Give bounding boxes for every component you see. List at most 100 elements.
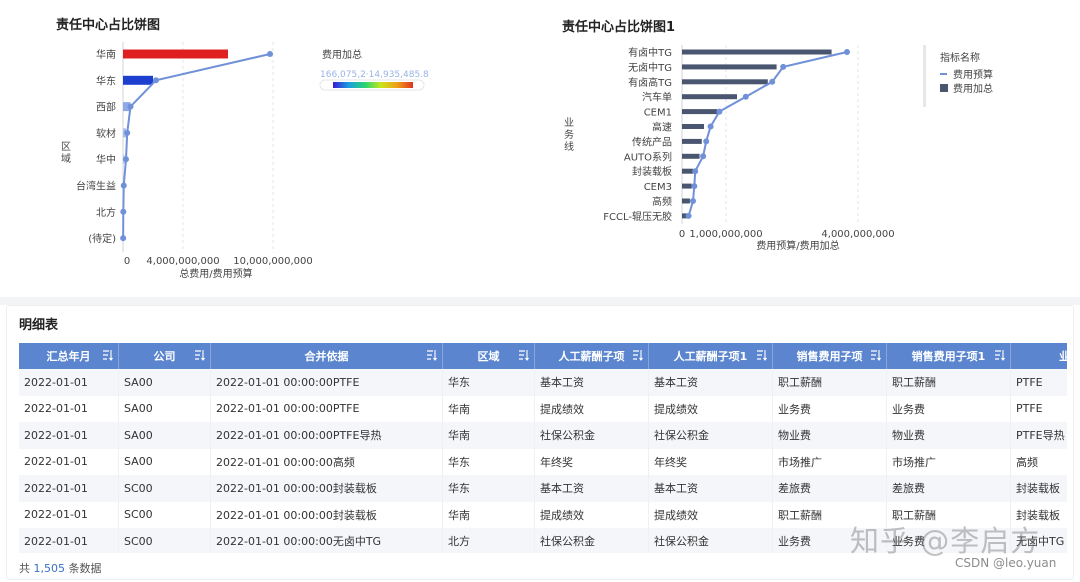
chart1-legend-gradient-bar	[333, 82, 413, 88]
chart1-bar	[123, 102, 131, 112]
chart2-budget-point	[742, 93, 749, 100]
chart2-category-label: AUTO系列	[624, 150, 672, 163]
table-row[interactable]: 2022-01-01 SA00 2022-01-01 00:00:00PTFE 华南提…	[19, 395, 1067, 423]
csdn-watermark: CSDN @leo.yuan	[955, 556, 1057, 570]
chart1-category-label: 软材	[96, 127, 116, 140]
column-header[interactable]: 人工薪酬子项	[535, 343, 649, 369]
column-header[interactable]: 公司	[119, 343, 211, 369]
table-cell: 物业费	[773, 422, 887, 449]
chart2-bar	[682, 183, 692, 189]
chart1-budget-point	[120, 235, 127, 242]
table-cell: 基本工资	[535, 369, 649, 396]
table-cell: 基本工资	[649, 475, 773, 502]
table-cell: SC00	[119, 475, 211, 502]
chart1-budget-line	[122, 53, 271, 239]
table-cell: 封装载板	[1011, 475, 1067, 502]
chart2-title: 责任中心占比饼图1	[562, 20, 676, 35]
chart2-budget-point	[692, 168, 699, 175]
chart2-legend-item: 费用预算	[953, 68, 993, 81]
chart1-category-label: 西部	[96, 101, 116, 114]
chart2-budget-point	[707, 123, 714, 130]
chart1-budget-point	[123, 156, 129, 163]
table-cell: SA00	[119, 448, 211, 475]
table-row[interactable]: 2022-01-01 SC00 2022-01-01 00:00:00无卤中TG 北方…	[19, 528, 1067, 553]
table-row[interactable]: 2022-01-01 SA00 2022-01-01 00:00:00PTFE导热华…	[19, 422, 1067, 449]
chart2-legend-title: 指标名称	[940, 51, 980, 64]
table-cell: 提成绩效	[535, 501, 649, 528]
table-cell: SA00	[119, 395, 211, 422]
table-cell: 业务费	[773, 528, 887, 553]
column-header-label: 区域	[477, 350, 500, 363]
chart1-budget-point	[120, 208, 127, 215]
table-cell: SA00	[119, 369, 211, 396]
table-row[interactable]: 2022-01-01 SC00 2022-01-01 00:00:00封装载板 华南提…	[19, 501, 1067, 528]
record-count: 共 1,505 条数据	[19, 560, 102, 576]
table-header-row: 汇总年月 公司 合并依据 区域 人工薪酬子项 人工薪酬子项1 销售费用子项 销售费用子项1 业	[19, 343, 1067, 369]
chart2-category-label: 传统产品	[632, 135, 672, 148]
chart1-bar	[123, 49, 228, 59]
column-header-label: 合并依据	[304, 350, 349, 363]
chart1-title: 责任中心占比饼图	[56, 18, 161, 33]
table-cell: 2022-01-01 00:00:00PTFE	[211, 395, 443, 422]
column-header[interactable]: 销售费用子项	[773, 343, 887, 369]
column-header[interactable]: 业	[1011, 343, 1067, 369]
chart2-budget-point	[700, 153, 707, 160]
chart1-budget-point	[153, 77, 159, 84]
table-row[interactable]: 2022-01-01 SA00 2022-01-01 00:00:00高频 华东 年终奖…	[19, 448, 1067, 476]
chart2-legend-item: 费用加总	[953, 82, 993, 95]
table-cell: 年终奖	[649, 448, 773, 475]
table-cell: 华东	[443, 475, 535, 502]
table-cell: 华东	[443, 448, 535, 475]
chart2-panel: 责任中心占比饼图1 0 1,000,000,000 4,000,000,000 费用预…	[540, 0, 1080, 295]
chart2-bar	[682, 124, 704, 129]
chart2-category-label: CEM3	[644, 182, 672, 193]
zhihu-watermark: 知乎 @李启方	[850, 524, 1041, 558]
table-cell: 基本工资	[649, 369, 773, 396]
table-cell: 职工薪酬	[773, 369, 887, 396]
table-cell: 提成绩效	[649, 501, 773, 528]
column-header-label: 销售费用子项1	[911, 350, 986, 363]
table-cell: 物业费	[887, 422, 1011, 449]
table-cell: 高频	[1011, 449, 1067, 476]
table-row[interactable]: 2022-01-01 SA00 2022-01-01 00:00:00PTFE 华东基…	[19, 369, 1067, 396]
chart2-category-label: 高速	[652, 121, 672, 134]
column-header[interactable]: 合并依据	[211, 343, 443, 369]
detail-table[interactable]: 汇总年月 公司 合并依据 区域 人工薪酬子项 人工薪酬子项1 销售费用子项 销售费用子项1 业 …	[19, 343, 1067, 553]
column-header[interactable]: 人工薪酬子项1	[649, 343, 773, 369]
table-cell: 2022-01-01	[19, 528, 119, 553]
table-cell: 职工薪酬	[773, 501, 887, 528]
chart1-budget-point	[124, 129, 131, 136]
table-cell: 年终奖	[535, 448, 649, 475]
chart1-category-label: 北方	[96, 206, 116, 219]
column-header[interactable]: 汇总年月	[19, 343, 119, 369]
table-cell: 业务费	[773, 395, 887, 422]
table-cell: PTFE	[1011, 369, 1067, 396]
table-cell: 2022-01-01 00:00:00PTFE导热	[211, 422, 443, 449]
section-divider	[0, 297, 1080, 305]
table-body: 2022-01-01 SA00 2022-01-01 00:00:00PTFE 华东基…	[19, 369, 1067, 553]
record-count-suffix: 条数据	[68, 562, 102, 575]
chart1-budget-point	[267, 51, 273, 57]
chart1-legend-title: 费用加总	[322, 48, 362, 61]
column-header[interactable]: 区域	[443, 343, 535, 369]
table-cell: 2022-01-01	[19, 422, 119, 449]
chart1-panel: 责任中心占比饼图 0 4,000,000,000 10,000,000,000 总费用…	[0, 0, 540, 295]
table-row[interactable]: 2022-01-01 SC00 2022-01-01 00:00:00封装载板 华东基…	[19, 475, 1067, 502]
table-cell: 基本工资	[535, 475, 649, 502]
record-count-prefix: 共	[19, 562, 30, 575]
table-cell: 提成绩效	[649, 395, 773, 422]
table-cell: 社保公积金	[649, 422, 773, 449]
table-cell: 2022-01-01	[19, 501, 119, 528]
table-cell: PTFE导热	[1011, 422, 1067, 449]
table-cell: 华南	[443, 395, 535, 422]
chart2-category-label: 封装载板	[632, 165, 672, 178]
chart2-bar	[682, 168, 693, 174]
chart2-x-tick-label: 0	[679, 229, 685, 240]
detail-table-panel: 明细表 汇总年月 公司 合并依据 区域 人工薪酬子项 人工薪酬子项1 销售费用子项 销售费用子…	[6, 305, 1074, 580]
column-header[interactable]: 销售费用子项1	[887, 343, 1011, 369]
table-cell: PTFE	[1011, 396, 1067, 423]
chart2-bar	[682, 153, 700, 159]
chart2-x-axis-label: 费用预算/费用加总	[756, 239, 839, 252]
table-title: 明细表	[19, 318, 59, 333]
